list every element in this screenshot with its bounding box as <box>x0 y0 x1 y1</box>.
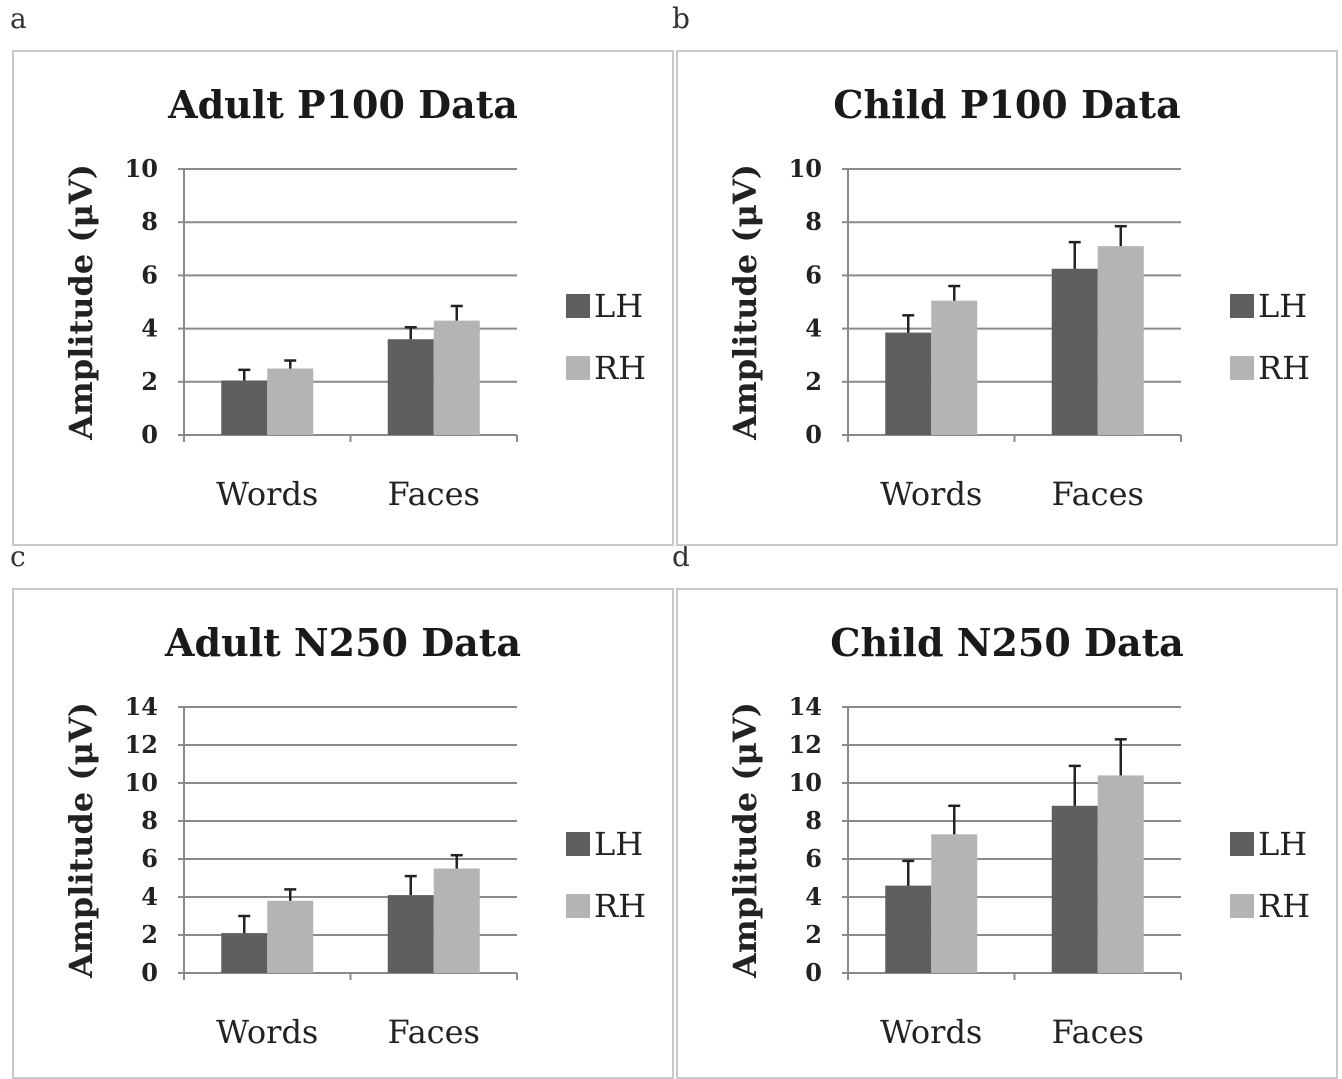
panel-letter-c: c <box>10 540 26 573</box>
bar-lh-faces <box>387 895 434 973</box>
y-tick-label: 6 <box>805 844 822 873</box>
x-category-label: Words <box>880 1013 982 1051</box>
y-tick-label: 14 <box>125 692 158 721</box>
y-tick-label: 14 <box>789 692 822 721</box>
y-tick-label: 2 <box>141 920 158 949</box>
bar-lh-words <box>885 885 932 973</box>
y-tick-label: 8 <box>141 806 158 835</box>
y-axis-label: Amplitude (μV) <box>62 702 100 979</box>
legend-swatch-rh <box>566 356 590 380</box>
legend-swatch-lh <box>566 294 590 318</box>
y-tick-label: 4 <box>805 314 822 343</box>
chart-title: Adult N250 Data <box>165 620 521 665</box>
chart-panel-c: Adult N250 Data 0 2 4 6 8 10 12 14 Words Faces Amp… <box>12 588 674 1079</box>
y-tick-label: 0 <box>805 420 822 449</box>
panel-letter-b: b <box>672 2 690 35</box>
y-tick-label: 6 <box>141 260 158 289</box>
bar-lh-faces <box>387 339 434 435</box>
x-category-label: Words <box>216 475 318 513</box>
y-tick-label: 4 <box>141 314 158 343</box>
chart-panel-b: Child P100 Data 0 2 4 6 8 10 Words Faces Amplitu… <box>676 50 1338 546</box>
bar-rh-words <box>267 368 314 435</box>
legend-swatch-rh <box>1230 356 1254 380</box>
chart-title: Child P100 Data <box>833 82 1181 127</box>
y-tick-label: 12 <box>125 730 158 759</box>
panel-letter-a: a <box>10 2 27 35</box>
bar-rh-faces <box>1097 775 1144 973</box>
y-tick-label: 4 <box>141 882 158 911</box>
y-axis-label: Amplitude (μV) <box>62 164 100 441</box>
panel-letter-d: d <box>672 540 690 573</box>
y-tick-label: 8 <box>805 806 822 835</box>
bar-rh-words <box>931 834 978 973</box>
bar-rh-faces <box>1097 246 1144 435</box>
y-tick-label: 12 <box>789 730 822 759</box>
x-category-label: Faces <box>388 475 480 513</box>
chart-svg-a: 0 2 4 6 8 10 Words Faces Amplitude (μV) LH RH <box>62 154 646 513</box>
legend-swatch-lh <box>566 832 590 856</box>
bar-rh-faces <box>433 868 480 973</box>
y-tick-label: 2 <box>141 367 158 396</box>
chart-svg-b: 0 2 4 6 8 10 Words Faces Amplitude (μV) LH RH <box>726 154 1310 513</box>
bar-lh-words <box>221 380 268 435</box>
legend-label-rh: RH <box>1258 349 1310 387</box>
y-tick-label: 0 <box>141 420 158 449</box>
chart-svg-c: 0 2 4 6 8 10 12 14 Words Faces Amplitude (μV) LH RH <box>62 692 646 1051</box>
legend-label-lh: LH <box>1258 825 1307 863</box>
bar-rh-words <box>267 900 314 973</box>
chart-title: Child N250 Data <box>830 620 1184 665</box>
chart-panel-a: Adult P100 Data 0 2 4 6 8 10 Words Faces Amplitu… <box>12 50 674 546</box>
y-tick-label: 0 <box>141 958 158 987</box>
legend-label-lh: LH <box>594 287 643 325</box>
x-category-label: Faces <box>1052 475 1144 513</box>
y-tick-label: 8 <box>141 207 158 236</box>
y-tick-label: 10 <box>789 768 822 797</box>
y-axis-label: Amplitude (μV) <box>726 164 764 441</box>
y-tick-label: 8 <box>805 207 822 236</box>
bar-rh-faces <box>433 320 480 435</box>
y-tick-label: 2 <box>805 367 822 396</box>
bar-rh-words <box>931 300 978 435</box>
y-tick-label: 10 <box>125 154 158 183</box>
y-tick-label: 6 <box>805 260 822 289</box>
bar-lh-words <box>885 332 932 435</box>
bar-lh-words <box>221 933 268 973</box>
legend-label-rh: RH <box>1258 887 1310 925</box>
chart-svg-d: 0 2 4 6 8 10 12 14 Words Faces Amplitude (μV) LH RH <box>726 692 1310 1051</box>
y-axis-label: Amplitude (μV) <box>726 702 764 979</box>
x-category-label: Faces <box>1052 1013 1144 1051</box>
x-category-label: Words <box>880 475 982 513</box>
bar-lh-faces <box>1051 805 1098 973</box>
y-tick-label: 0 <box>805 958 822 987</box>
legend-swatch-lh <box>1230 294 1254 318</box>
chart-panel-d: Child N250 Data 0 2 4 6 8 10 12 14 Words Faces Amp… <box>676 588 1338 1079</box>
legend-swatch-rh <box>566 894 590 918</box>
legend-swatch-rh <box>1230 894 1254 918</box>
y-tick-label: 10 <box>789 154 822 183</box>
y-tick-label: 10 <box>125 768 158 797</box>
y-tick-label: 4 <box>805 882 822 911</box>
chart-title: Adult P100 Data <box>168 82 518 127</box>
legend-label-rh: RH <box>594 349 646 387</box>
y-tick-label: 6 <box>141 844 158 873</box>
legend-label-lh: LH <box>1258 287 1307 325</box>
legend-swatch-lh <box>1230 832 1254 856</box>
x-category-label: Faces <box>388 1013 480 1051</box>
legend-label-rh: RH <box>594 887 646 925</box>
y-tick-label: 2 <box>805 920 822 949</box>
bar-lh-faces <box>1051 268 1098 435</box>
legend-label-lh: LH <box>594 825 643 863</box>
x-category-label: Words <box>216 1013 318 1051</box>
